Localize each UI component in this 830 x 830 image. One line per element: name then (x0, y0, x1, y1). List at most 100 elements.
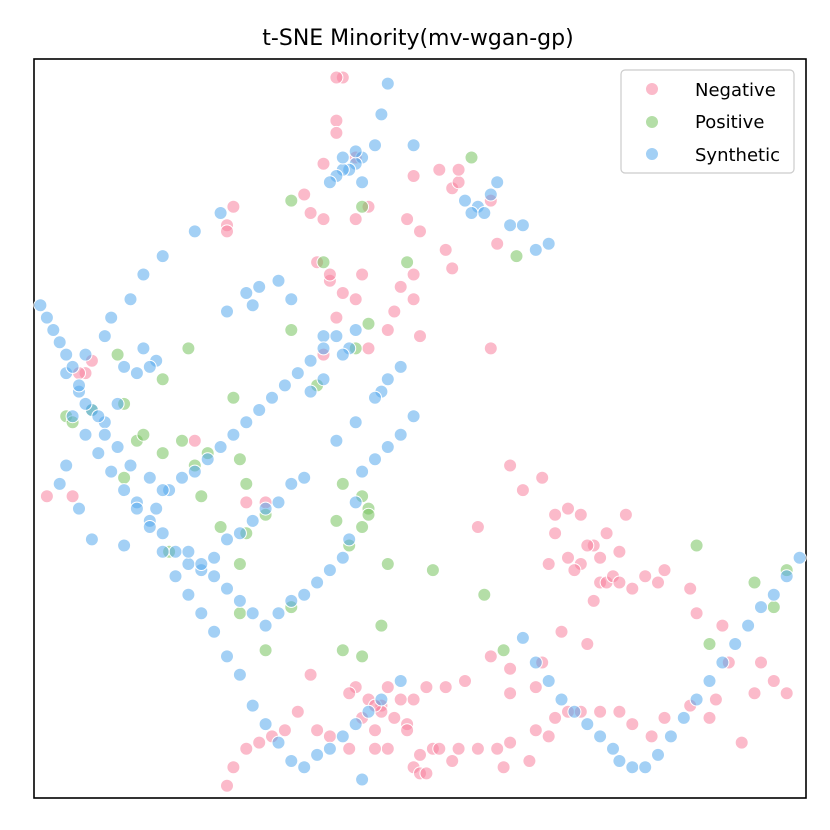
point-synthetic (393, 359, 408, 374)
point-synthetic (168, 569, 183, 584)
point-negative (644, 729, 659, 744)
point-negative (342, 686, 357, 701)
point-positive (110, 347, 125, 362)
point-synthetic (393, 427, 408, 442)
point-negative (445, 754, 460, 768)
point-synthetic (335, 347, 350, 362)
point-synthetic (84, 532, 99, 547)
point-synthetic (181, 544, 196, 559)
point-synthetic (541, 674, 556, 688)
point-negative (528, 723, 543, 738)
point-synthetic (322, 175, 337, 190)
legend-label-positive: Positive (695, 112, 764, 133)
point-synthetic (258, 717, 273, 732)
point-synthetic (207, 569, 222, 584)
point-synthetic (380, 372, 395, 387)
point-synthetic (297, 470, 312, 485)
point-negative (226, 199, 241, 214)
point-negative (348, 212, 363, 227)
point-positive (284, 323, 299, 337)
point-synthetic (52, 476, 67, 491)
point-negative (657, 563, 672, 578)
point-synthetic (213, 206, 228, 220)
point-negative (541, 557, 556, 571)
point-synthetic (46, 323, 61, 337)
point-synthetic (361, 704, 376, 719)
point-negative (329, 70, 344, 85)
point-synthetic (316, 372, 331, 387)
point-positive (181, 341, 196, 356)
point-negative (593, 704, 608, 719)
point-negative (779, 686, 794, 701)
point-negative (561, 501, 575, 516)
point-negative (638, 569, 653, 584)
point-positive (355, 649, 370, 664)
point-synthetic (316, 329, 331, 344)
point-negative (348, 292, 363, 307)
point-synthetic (715, 655, 730, 670)
point-negative (561, 550, 575, 565)
point-synthetic (91, 446, 106, 461)
point-negative (503, 735, 518, 750)
point-synthetic (284, 476, 299, 491)
point-negative (458, 674, 472, 688)
point-synthetic (220, 581, 234, 596)
point-positive (361, 316, 376, 331)
point-synthetic (245, 298, 260, 313)
point-negative (734, 735, 749, 750)
point-negative (290, 704, 305, 719)
point-negative (438, 242, 453, 257)
point-negative (252, 735, 267, 750)
point-negative (689, 606, 704, 621)
point-synthetic (606, 741, 620, 756)
point-positive (232, 557, 247, 571)
point-synthetic (149, 501, 164, 516)
point-synthetic (374, 692, 389, 707)
point-synthetic (181, 557, 196, 571)
point-negative (380, 741, 395, 756)
point-negative (406, 169, 421, 183)
point-synthetic (232, 593, 247, 608)
point-synthetic (155, 544, 170, 559)
point-synthetic (310, 575, 325, 590)
point-negative (406, 267, 421, 282)
point-positive (136, 427, 151, 442)
point-synthetic (117, 359, 132, 374)
point-negative (586, 593, 601, 608)
point-synthetic (200, 452, 215, 467)
point-synthetic (284, 292, 299, 307)
chart-title: t-SNE Minority(mv-wgan-gp) (262, 26, 573, 51)
point-positive (316, 255, 331, 270)
point-positive (213, 520, 228, 534)
point-negative (612, 704, 627, 719)
point-positive (155, 372, 170, 387)
point-negative (451, 175, 466, 190)
point-positive (329, 513, 344, 528)
point-negative (380, 323, 395, 337)
point-synthetic (220, 532, 234, 547)
point-negative (503, 458, 518, 473)
point-negative (567, 563, 582, 578)
point-negative (239, 741, 254, 756)
point-negative (361, 341, 376, 356)
point-synthetic (368, 138, 382, 153)
point-synthetic (175, 470, 189, 485)
point-synthetic (702, 674, 717, 688)
point-synthetic (374, 107, 389, 122)
point-synthetic (651, 747, 665, 762)
point-synthetic (284, 754, 299, 768)
point-synthetic (220, 304, 234, 319)
point-negative (393, 692, 408, 707)
point-synthetic (380, 76, 395, 91)
point-positive (766, 600, 781, 615)
point-synthetic (477, 206, 492, 220)
point-synthetic (271, 495, 286, 510)
point-synthetic (207, 550, 222, 565)
point-positive (194, 489, 209, 504)
point-negative (573, 507, 588, 522)
legend-label-synthetic: Synthetic (695, 145, 780, 166)
point-negative (419, 680, 434, 695)
point-negative (503, 686, 518, 701)
point-negative (528, 680, 543, 695)
